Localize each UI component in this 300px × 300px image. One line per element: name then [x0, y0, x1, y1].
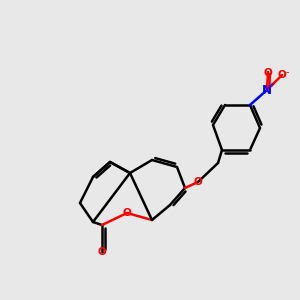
Text: O: O: [98, 247, 106, 257]
Text: O: O: [278, 70, 286, 80]
Text: O: O: [123, 208, 131, 218]
Text: -: -: [286, 67, 289, 77]
Text: O: O: [194, 177, 202, 187]
Text: N: N: [262, 83, 272, 97]
Text: O: O: [264, 68, 272, 79]
Text: +: +: [268, 82, 274, 88]
